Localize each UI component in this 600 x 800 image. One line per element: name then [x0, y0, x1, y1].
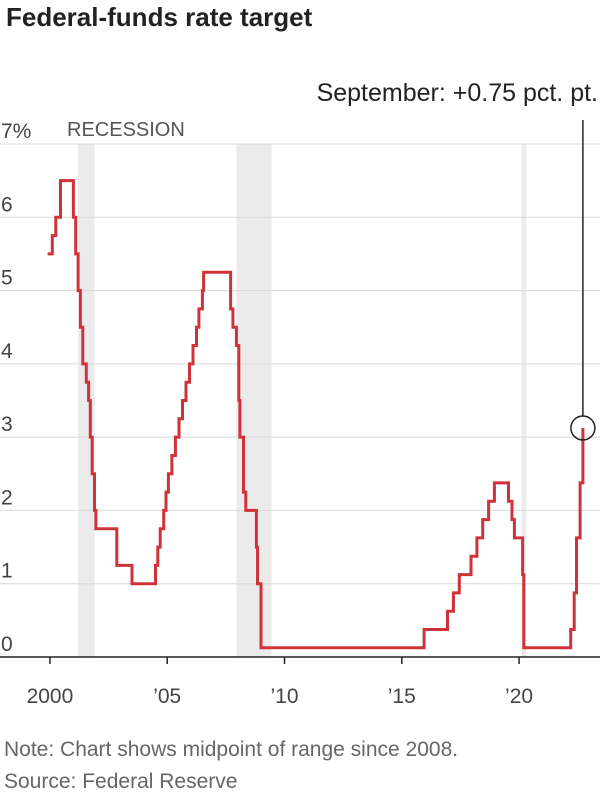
x-axis-labels: 2000 ’05 ’10 ’15 ’20 [27, 657, 533, 708]
x-tick-label-2010: ’10 [270, 685, 298, 708]
y-tick-label-6: 6 [1, 193, 13, 216]
recession-band-2 [236, 144, 272, 657]
y-tick-label-2: 2 [1, 486, 13, 509]
recession-band-3 [521, 144, 527, 657]
annotation-label: September: +0.75 pct. pt. [317, 79, 598, 107]
series-line-fed-funds-rate [47, 179, 585, 650]
x-tick-label-2000: 2000 [27, 685, 74, 708]
y-tick-label-4: 4 [1, 340, 13, 363]
y-axis-labels: 0 1 2 3 4 5 6 7% [1, 120, 31, 656]
x-tick-label-2020: ’20 [505, 685, 533, 708]
x-tick-label-2015: ’15 [388, 685, 416, 708]
recession-band-1 [78, 144, 95, 657]
chart-source: Source: Federal Reserve [4, 770, 238, 793]
recession-label: RECESSION [67, 119, 185, 141]
y-tick-label-5: 5 [1, 267, 13, 290]
chart-note: Note: Chart shows midpoint of range sinc… [4, 738, 459, 761]
chart-title: Federal-funds rate target [6, 2, 313, 32]
recession-bands [78, 144, 527, 657]
highlight-marker [570, 415, 596, 441]
x-tick-label-2005: ’05 [153, 685, 181, 708]
y-tick-label-0: 0 [1, 633, 13, 656]
y-tick-label-3: 3 [1, 413, 13, 436]
y-tick-label-1: 1 [1, 560, 13, 583]
grid-lines [0, 143, 600, 585]
rate-chart: 0 1 2 3 4 5 6 7% 2000 ’05 ’10 ’15 ’20 RECESSION Sep… [0, 79, 600, 708]
y-tick-label-7: 7% [1, 120, 31, 143]
